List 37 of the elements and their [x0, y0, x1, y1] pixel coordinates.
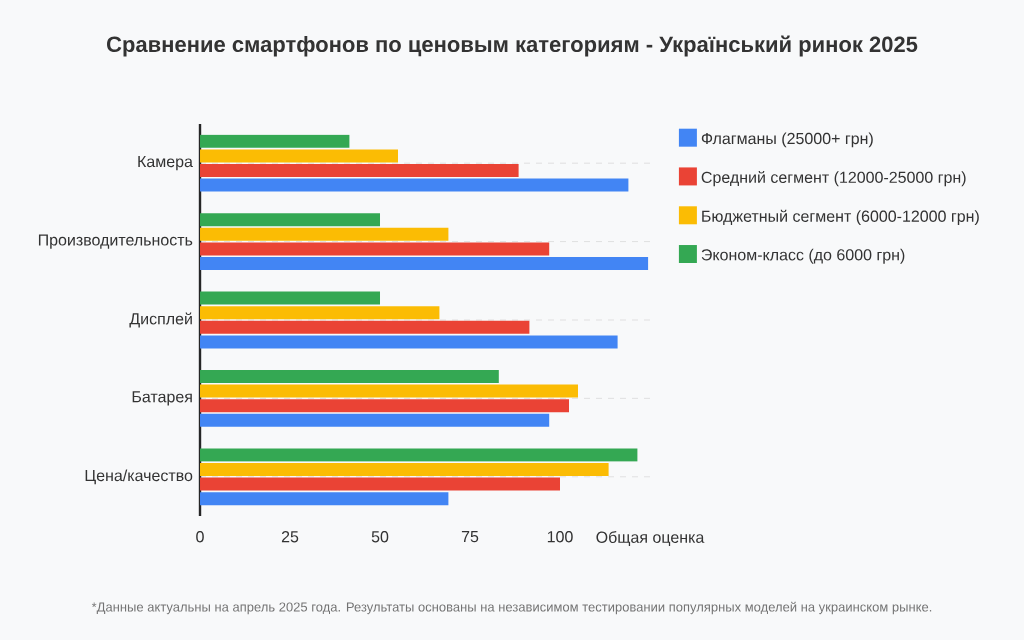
bar [200, 306, 440, 320]
x-tick-label: 0 [196, 531, 204, 543]
x-axis-title: Общая оценка [596, 531, 705, 546]
bar [200, 492, 449, 506]
y-tick-label: Дисплей [129, 312, 192, 328]
y-tick-label: Камера [138, 156, 193, 171]
x-tick-label: 25 [281, 531, 299, 543]
legend-label: Эконом-класс (до 6000 грн) [701, 248, 905, 264]
x-tick-label: 100 [547, 531, 573, 543]
bar [200, 227, 449, 241]
legend-label: Средний сегмент (12000-25000 грн) [701, 170, 966, 187]
legend-label: Флагманы (25000+ грн) [701, 132, 873, 148]
bar [200, 413, 550, 427]
bar [200, 213, 380, 227]
y-tick-label: Цена/качество [85, 469, 193, 485]
y-tick-label: Производительность [38, 234, 193, 249]
bar [200, 477, 560, 491]
bar [200, 369, 499, 383]
bar [200, 448, 638, 462]
bar [200, 462, 609, 476]
chart-title: Сравнение смартфонов по ценовым категориям - Український ринок 2025 [107, 35, 918, 57]
bar [200, 291, 380, 305]
x-tick-label: 50 [371, 531, 389, 543]
bar [200, 149, 398, 163]
bar [200, 384, 578, 398]
bar [200, 163, 519, 177]
bar [200, 242, 550, 256]
bar [200, 399, 570, 413]
bar [200, 320, 530, 334]
y-tick-label: Батарея [132, 391, 192, 406]
bar [200, 256, 649, 270]
bar [200, 178, 629, 192]
bar [200, 335, 618, 349]
text: *Данные актуальны на апрель 2025 года. Результаты основаны на независимом тестировании популярных моделей на украинском рынке. [91, 601, 932, 615]
bar [200, 134, 350, 148]
x-tick-label: 75 [461, 531, 479, 543]
legend-label: Бюджетный сегмент (6000-12000 грн) [702, 209, 979, 226]
